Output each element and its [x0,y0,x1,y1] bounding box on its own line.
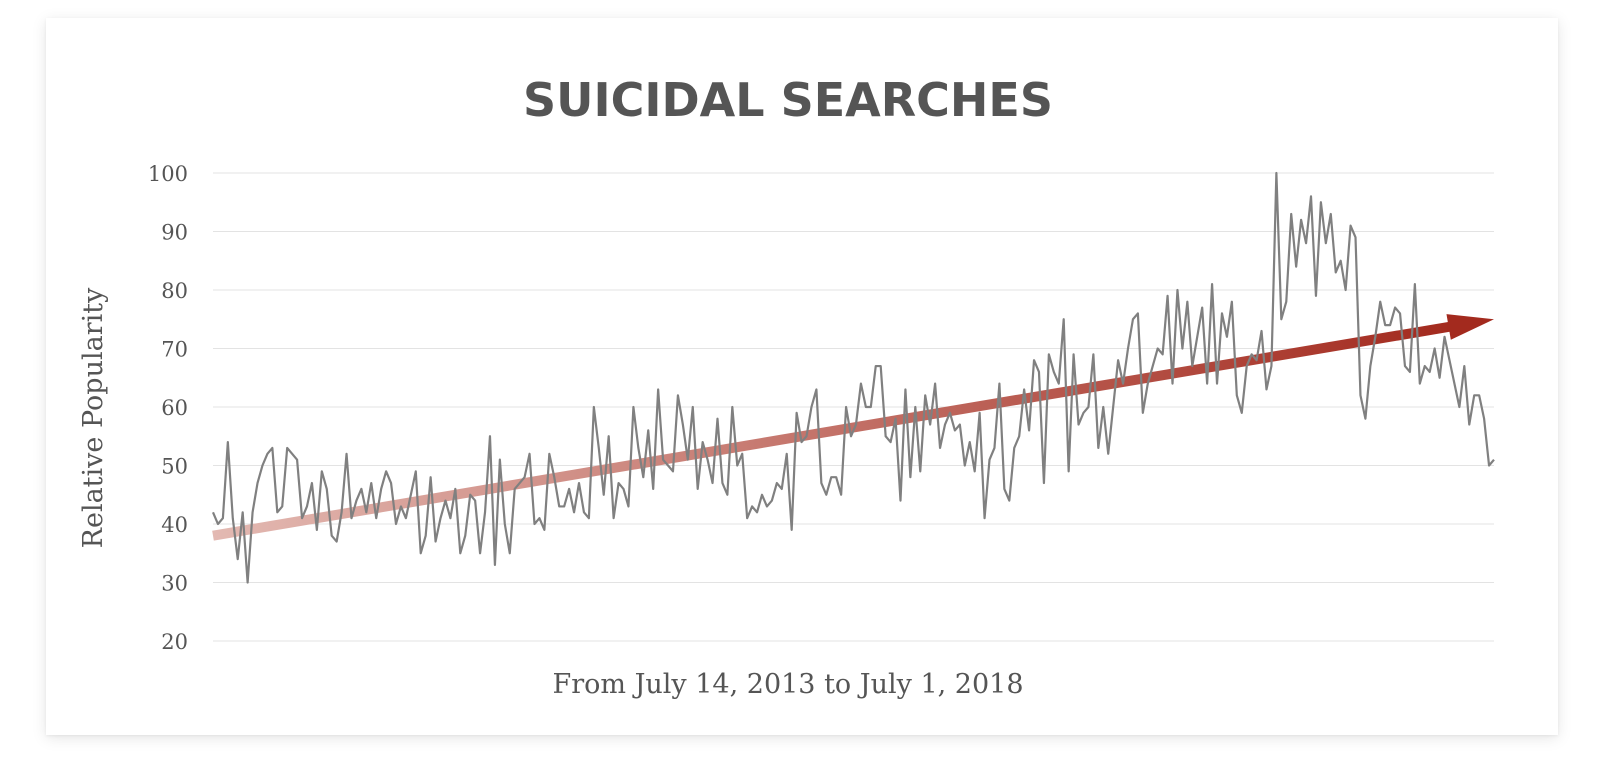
gridlines [213,172,1494,642]
y-tick-label: 30 [161,572,188,596]
series-layer [211,171,1495,584]
y-tick-label: 90 [161,221,188,245]
y-tick-label: 100 [148,162,188,186]
y-tick-label: 20 [161,630,188,654]
y-axis-ticks: 100 90 80 70 60 50 40 30 20 [148,162,188,654]
chart-title: SUICIDAL SEARCHES [523,73,1053,127]
series-line [211,171,1495,584]
trend-arrow-head [1446,314,1494,340]
y-tick-label: 70 [161,338,188,362]
chart-card: SUICIDAL SEARCHES 100 90 80 70 60 50 40 30 20 Re… [46,18,1558,735]
chart-canvas: SUICIDAL SEARCHES 100 90 80 70 60 50 40 30 20 Re… [78,73,1495,700]
y-tick-label: 50 [161,455,188,479]
y-axis-label: Relative Popularity [78,287,109,548]
trend-arrow [212,314,1494,541]
x-axis-label: From July 14, 2013 to July 1, 2018 [552,669,1023,700]
y-tick-label: 80 [161,279,188,303]
trend-arrow-shaft [212,321,1454,541]
y-tick-label: 40 [161,513,188,537]
y-tick-label: 60 [161,396,188,420]
